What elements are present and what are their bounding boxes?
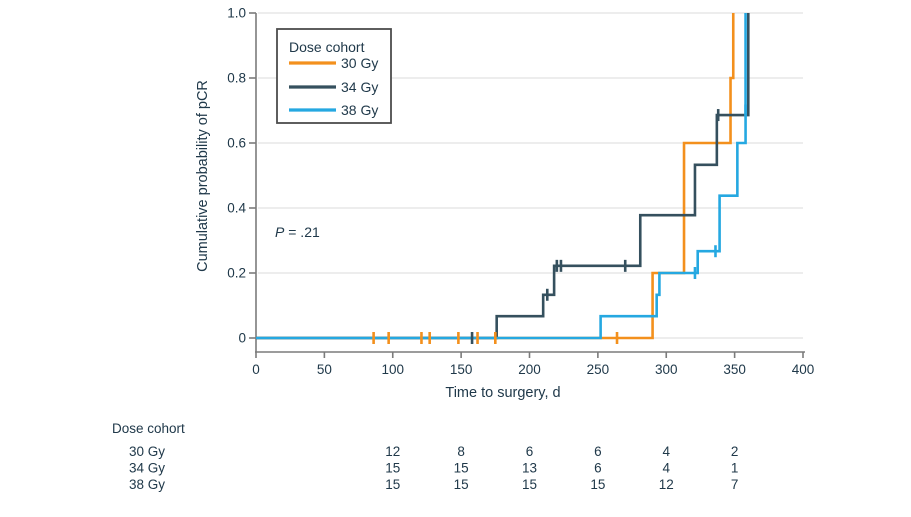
risk-value: 15 [522,477,537,492]
risk-value: 15 [454,477,469,492]
curve-layer [256,13,750,340]
y-tick-label: 1.0 [227,6,246,21]
risk-value: 12 [659,477,674,492]
legend-label-38gy: 38 Gy [341,102,378,118]
risk-value: 2 [731,444,739,459]
risk-value: 8 [457,444,465,459]
risk-value: 6 [526,444,534,459]
x-tick-label: 300 [655,362,678,377]
y-tick-label: 0.6 [227,136,246,151]
legend-items: 30 Gy 34 Gy 38 Gy [289,55,378,118]
risk-value: 4 [662,444,670,459]
risk-value: 15 [590,477,605,492]
series-curve-34gy [256,13,750,340]
risk-value: 7 [731,477,739,492]
risk-table: Dose cohort 30 Gy 12 8 6 6 4 234 Gy 15 15 13 6 4 138… [112,421,738,492]
p-value-annotation: P = .21 [275,224,320,240]
x-axis-label: Time to surgery, d [445,385,560,401]
x-tick-label: 100 [381,362,404,377]
axis-layer: 0 0.2 0.4 0.6 0.8 1.0 0 50 100 150 200 250 300 350 400 [227,6,814,378]
series-curve-38gy [256,13,747,340]
y-axis-label: Cumulative probability of pCR [195,80,211,272]
legend-title: Dose cohort [289,39,365,55]
x-tick-label: 400 [792,362,815,377]
censor-layer [372,104,747,344]
risk-value: 15 [385,477,400,492]
x-tick-label: 350 [723,362,746,377]
x-tick-label: 0 [252,362,260,377]
risk-table-rows: 30 Gy 12 8 6 6 4 234 Gy 15 15 13 6 4 138 Gy 15 15 15 15 1… [129,444,738,492]
risk-row-label: 30 Gy [129,444,165,459]
risk-row-label: 38 Gy [129,477,165,492]
y-tick-label: 0.4 [227,201,246,216]
x-tick-label: 50 [317,362,332,377]
y-tick-label: 0 [238,331,246,346]
x-tick-label: 150 [450,362,473,377]
risk-value: 1 [731,461,739,476]
legend-box: Dose cohort 30 Gy 34 Gy 38 Gy [276,28,392,124]
risk-row-label: 34 Gy [129,461,165,476]
legend-border [276,28,392,124]
risk-value: 13 [522,461,537,476]
p-value-symbol: P [275,224,285,240]
x-tick-label: 250 [587,362,610,377]
legend-label-34gy: 34 Gy [341,79,378,95]
y-tick-label: 0.8 [227,71,246,86]
risk-value: 15 [385,461,400,476]
risk-value: 15 [454,461,469,476]
risk-value: 12 [385,444,400,459]
x-tick-label: 200 [518,362,541,377]
risk-value: 6 [594,461,602,476]
risk-value: 6 [594,444,602,459]
risk-table-header: Dose cohort [112,421,185,436]
legend-label-30gy: 30 Gy [341,55,378,71]
p-value-number: = .21 [284,224,320,240]
y-tick-label: 0.2 [227,266,246,281]
risk-value: 4 [662,461,670,476]
